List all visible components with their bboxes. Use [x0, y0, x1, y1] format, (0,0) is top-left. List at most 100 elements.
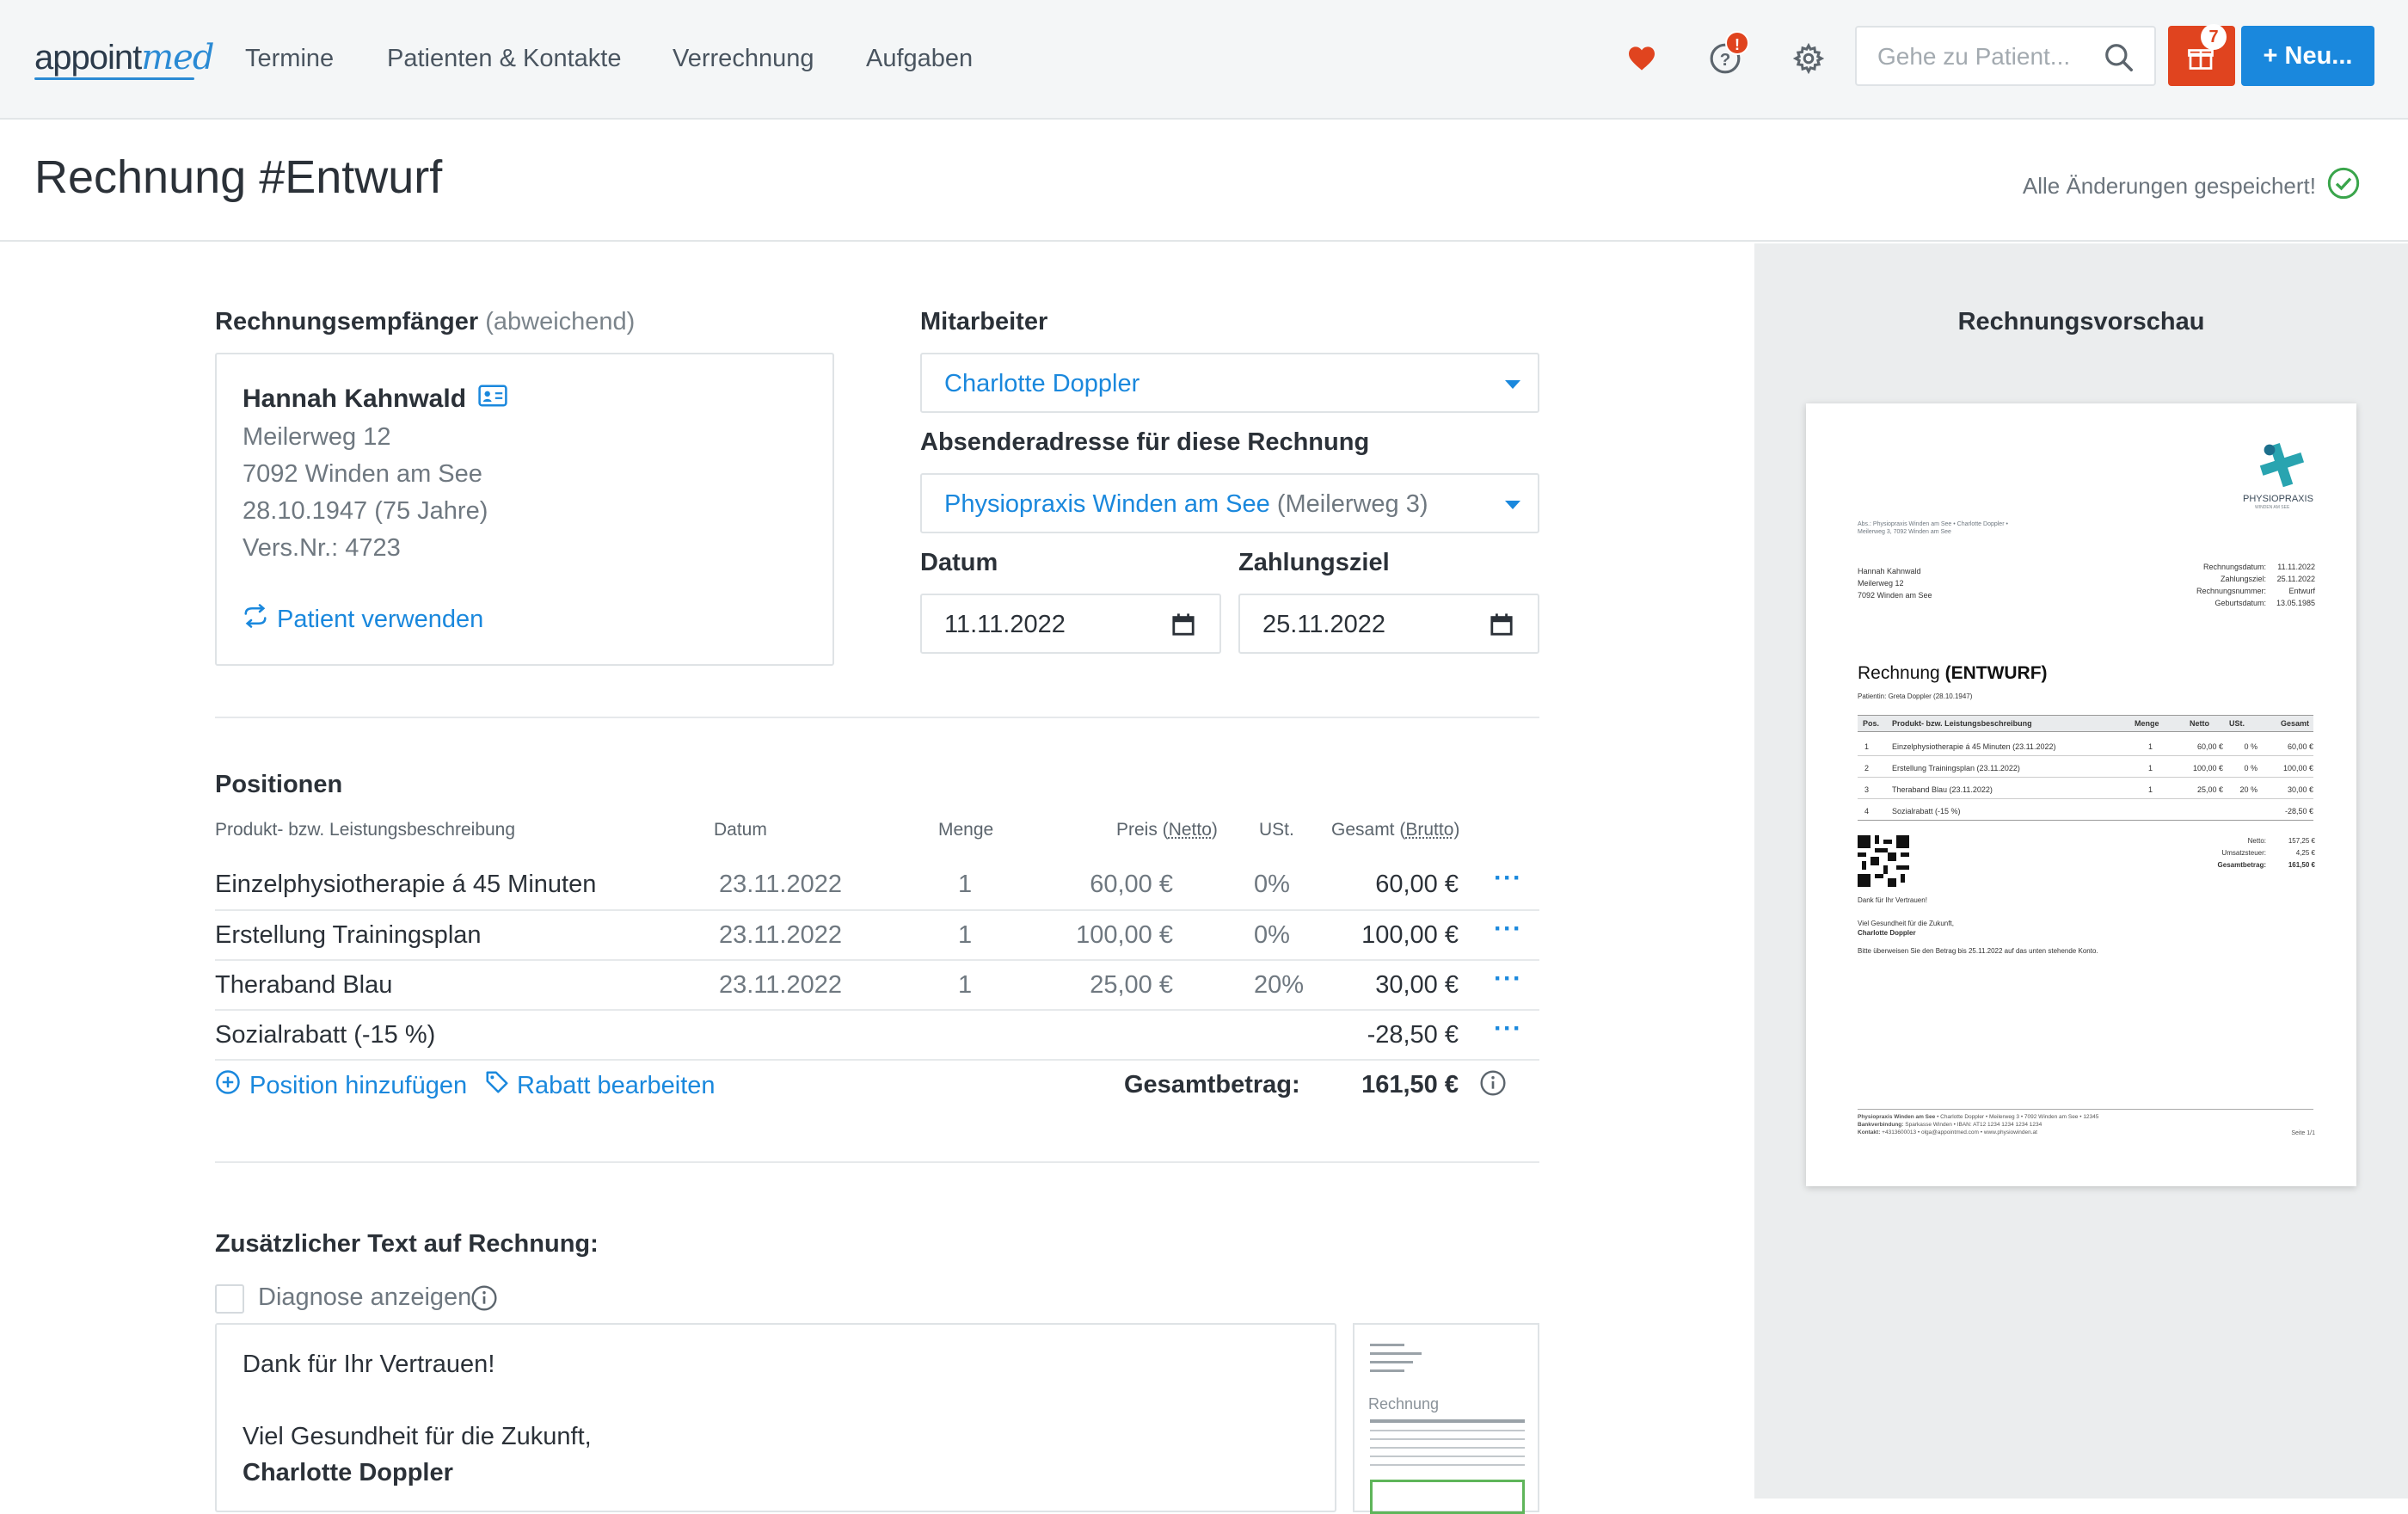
new-button[interactable]: + Neu... [2241, 26, 2374, 86]
info-icon[interactable] [470, 1284, 498, 1316]
preview-meta-value: Entwurf [2288, 587, 2315, 595]
logo-text-accent: med [141, 38, 213, 77]
add-position-label: Position hinzufügen [249, 1072, 467, 1100]
preview-brand: PHYSIOPRAXIS [2243, 494, 2313, 504]
template-thumbnail[interactable]: Rechnung [1353, 1323, 1539, 1512]
table-row[interactable]: Erstellung Trainingsplan 23.11.2022 1 10… [215, 911, 1539, 961]
preview-sender: Meilerweg 3, 7092 Winden am See [1858, 529, 1951, 535]
col-total: Gesamt (Brutto) [1331, 820, 1459, 840]
extra-text-line: Dank für Ihr Vertrauen! [243, 1351, 494, 1379]
row-vat: 0% [1254, 921, 1290, 950]
divider [215, 1161, 1539, 1163]
page-header: Rechnung #Entwurf Alle Änderungen gespei… [0, 121, 2408, 242]
preview-th: Produkt- bzw. Leistungsbeschreibung [1892, 719, 2032, 728]
extra-text-signer: Charlotte Doppler [243, 1459, 453, 1487]
more-options-icon[interactable]: ··· [1494, 864, 1522, 893]
help-badge: ! [1725, 31, 1749, 55]
search-input[interactable] [1877, 40, 2101, 74]
recipient-insurance: Vers.Nr.: 4723 [243, 534, 401, 563]
recipient-city: 7092 Winden am See [243, 460, 482, 489]
row-desc: Theraband Blau [215, 971, 392, 1000]
divider [215, 717, 1539, 718]
table-row[interactable]: Theraband Blau 23.11.2022 1 25,00 € 20% … [215, 961, 1539, 1011]
contact-card-icon[interactable] [478, 384, 507, 415]
swap-icon [243, 604, 268, 635]
more-options-icon[interactable]: ··· [1494, 964, 1522, 994]
nav-aufgaben[interactable]: Aufgaben [866, 45, 973, 73]
preview-panel: Rechnungsvorschau PHYSIOPRAXIS WINDEN AM… [1754, 243, 2408, 1499]
employee-label: Mitarbeiter [920, 308, 1047, 336]
invoice-preview[interactable]: PHYSIOPRAXIS WINDEN AM SEE Abs.: Physiop… [1806, 403, 2356, 1186]
table-row[interactable]: Sozialrabatt (-15 %) -28,50 € ··· [215, 1011, 1539, 1061]
calendar-icon[interactable] [1490, 612, 1514, 643]
row-desc: Einzelphysiotherapie á 45 Minuten [215, 871, 596, 899]
check-circle-icon [2326, 166, 2361, 206]
sender-value-muted: (Meilerweg 3) [1277, 490, 1428, 518]
search-icon[interactable] [2103, 41, 2135, 78]
row-total: 30,00 € [1375, 971, 1459, 1000]
col-vat: USt. [1259, 820, 1294, 840]
total-value: 161,50 € [1361, 1071, 1459, 1099]
row-desc: Erstellung Trainingsplan [215, 921, 482, 950]
sender-select[interactable]: Physiopraxis Winden am See (Meilerweg 3) [920, 473, 1539, 533]
employee-value: Charlotte Doppler [944, 370, 1140, 398]
sender-label: Absenderadresse für diese Rechnung [920, 428, 1369, 457]
more-options-icon[interactable]: ··· [1494, 1014, 1522, 1043]
logo-text: appoint [34, 39, 141, 77]
tag-icon [484, 1069, 510, 1102]
preview-th: USt. [2229, 719, 2245, 728]
extra-text-editor[interactable]: Dank für Ihr Vertrauen! Viel Gesundheit … [215, 1323, 1336, 1512]
gift-button[interactable]: 7 [2168, 26, 2235, 86]
preview-addr: Meilerweg 12 [1858, 579, 1904, 588]
col-qty: Menge [938, 820, 993, 840]
row-divider [215, 1059, 1539, 1061]
preview-th: Menge [2135, 719, 2159, 728]
calendar-icon[interactable] [1171, 612, 1195, 643]
row-total: 100,00 € [1361, 921, 1459, 950]
row-total: -28,50 € [1367, 1021, 1459, 1049]
recipient-label-muted: (abweichend) [485, 308, 635, 335]
nav-termine[interactable]: Termine [245, 45, 334, 73]
nav-verrechnung[interactable]: Verrechnung [673, 45, 814, 73]
preview-th: Gesamt [2281, 719, 2309, 728]
preview-meta-label: Geburtsdatum: [2214, 599, 2266, 607]
patient-search [1855, 26, 2156, 86]
help-icon[interactable]: ? ! [1705, 38, 1746, 79]
gift-badge: 7 [2201, 24, 2227, 50]
svg-text:?: ? [1720, 50, 1731, 70]
preview-meta-value: 13.05.1985 [2276, 599, 2315, 607]
employee-select[interactable]: Charlotte Doppler [920, 353, 1539, 413]
save-status: Alle Änderungen gespeichert! [2023, 166, 2361, 206]
qr-code-icon [1858, 835, 1909, 887]
positions-title: Positionen [215, 771, 342, 799]
row-price: 60,00 € [1090, 871, 1173, 899]
edit-discount-button[interactable]: Rabatt bearbeiten [484, 1069, 716, 1102]
nav-patienten[interactable]: Patienten & Kontakte [387, 45, 621, 73]
col-price: Preis (Netto) [1116, 820, 1218, 840]
date-value: 11.11.2022 [944, 611, 1066, 639]
use-patient-link[interactable]: Patient verwenden [243, 604, 483, 635]
preview-meta-label: Zahlungsziel: [2221, 575, 2266, 583]
preview-meta-value: 25.11.2022 [2277, 575, 2315, 583]
preview-title: Rechnungsvorschau [1754, 308, 2408, 336]
row-price: 100,00 € [1076, 921, 1173, 950]
due-date-input[interactable]: 25.11.2022 [1238, 594, 1539, 654]
preview-addr: Hannah Kahnwald [1858, 567, 1921, 575]
preview-addr: 7092 Winden am See [1858, 591, 1932, 600]
heart-icon[interactable] [1621, 38, 1662, 79]
table-row[interactable]: Einzelphysiotherapie á 45 Minuten 23.11.… [215, 860, 1539, 910]
add-position-button[interactable]: Position hinzufügen [215, 1069, 467, 1102]
sender-value: Physiopraxis Winden am See [944, 490, 1270, 518]
row-date: 23.11.2022 [719, 871, 842, 899]
app-logo[interactable]: appointmed [34, 38, 213, 77]
recipient-name: Hannah Kahnwald [243, 385, 466, 414]
gear-icon[interactable] [1788, 38, 1829, 79]
row-vat: 20% [1254, 971, 1304, 1000]
info-icon[interactable] [1479, 1069, 1507, 1101]
date-input[interactable]: 11.11.2022 [920, 594, 1221, 654]
diagnose-checkbox[interactable] [215, 1284, 244, 1314]
recipient-label: Rechnungsempfänger (abweichend) [215, 308, 635, 336]
more-options-icon[interactable]: ··· [1494, 914, 1522, 944]
top-navbar: appointmed Termine Patienten & Kontakte … [0, 0, 2408, 120]
chevron-down-icon [1505, 380, 1520, 389]
